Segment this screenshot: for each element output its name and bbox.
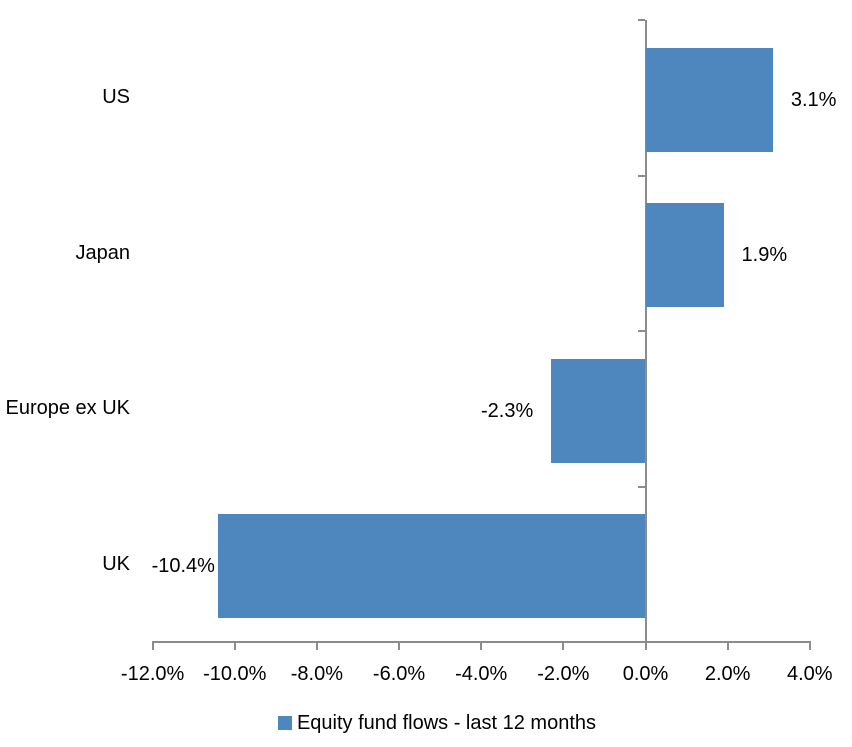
category-axis-tick (637, 641, 645, 643)
x-axis-tick (808, 642, 811, 650)
data-label: -2.3% (481, 399, 534, 422)
legend-label: Equity fund flows - last 12 months (296, 711, 597, 734)
chart-bar (551, 358, 646, 463)
x-axis-tick-label: -6.0% (372, 663, 426, 685)
category-label: UK (102, 552, 130, 575)
category-axis-tick (637, 330, 645, 332)
x-axis-tick-label: -10.0% (203, 663, 267, 685)
chart-bar (645, 203, 724, 308)
x-axis-tick (726, 642, 729, 650)
x-axis-tick-label: -4.0% (455, 663, 508, 685)
category-axis-tick (637, 19, 645, 21)
legend-swatch (277, 716, 292, 730)
data-label: 1.9% (741, 244, 788, 267)
x-axis-tick (233, 642, 236, 650)
category-label: US (102, 86, 130, 108)
x-axis-tick-label: 0.0% (622, 663, 669, 685)
x-axis-tick-label: -8.0% (290, 663, 344, 685)
x-axis-tick-label: 4.0% (787, 663, 833, 685)
category-axis-tick (637, 485, 645, 488)
data-label: -10.4% (151, 555, 215, 578)
data-label: 3.1% (790, 88, 837, 111)
x-axis-tick (644, 642, 647, 650)
x-axis-tick-label: -12.0% (120, 663, 185, 685)
y-axis-line (644, 20, 647, 650)
x-axis-tick (398, 642, 401, 650)
chart-legend: Equity fund flows - last 12 months (0, 708, 852, 738)
x-axis-tick (480, 642, 483, 650)
x-axis-tick-label: 2.0% (704, 663, 751, 685)
category-label: Japan (75, 241, 131, 264)
category-label: Europe ex UK (5, 397, 130, 419)
legend-item: Equity fund flows - last 12 months (277, 708, 597, 738)
x-axis-tick (315, 642, 318, 650)
chart-bar (218, 514, 646, 619)
x-axis-tick (562, 642, 565, 650)
chart-bar (645, 47, 773, 152)
category-axis-tick (637, 174, 645, 177)
x-axis-tick-label: -2.0% (537, 663, 590, 685)
x-axis-tick (151, 642, 154, 650)
